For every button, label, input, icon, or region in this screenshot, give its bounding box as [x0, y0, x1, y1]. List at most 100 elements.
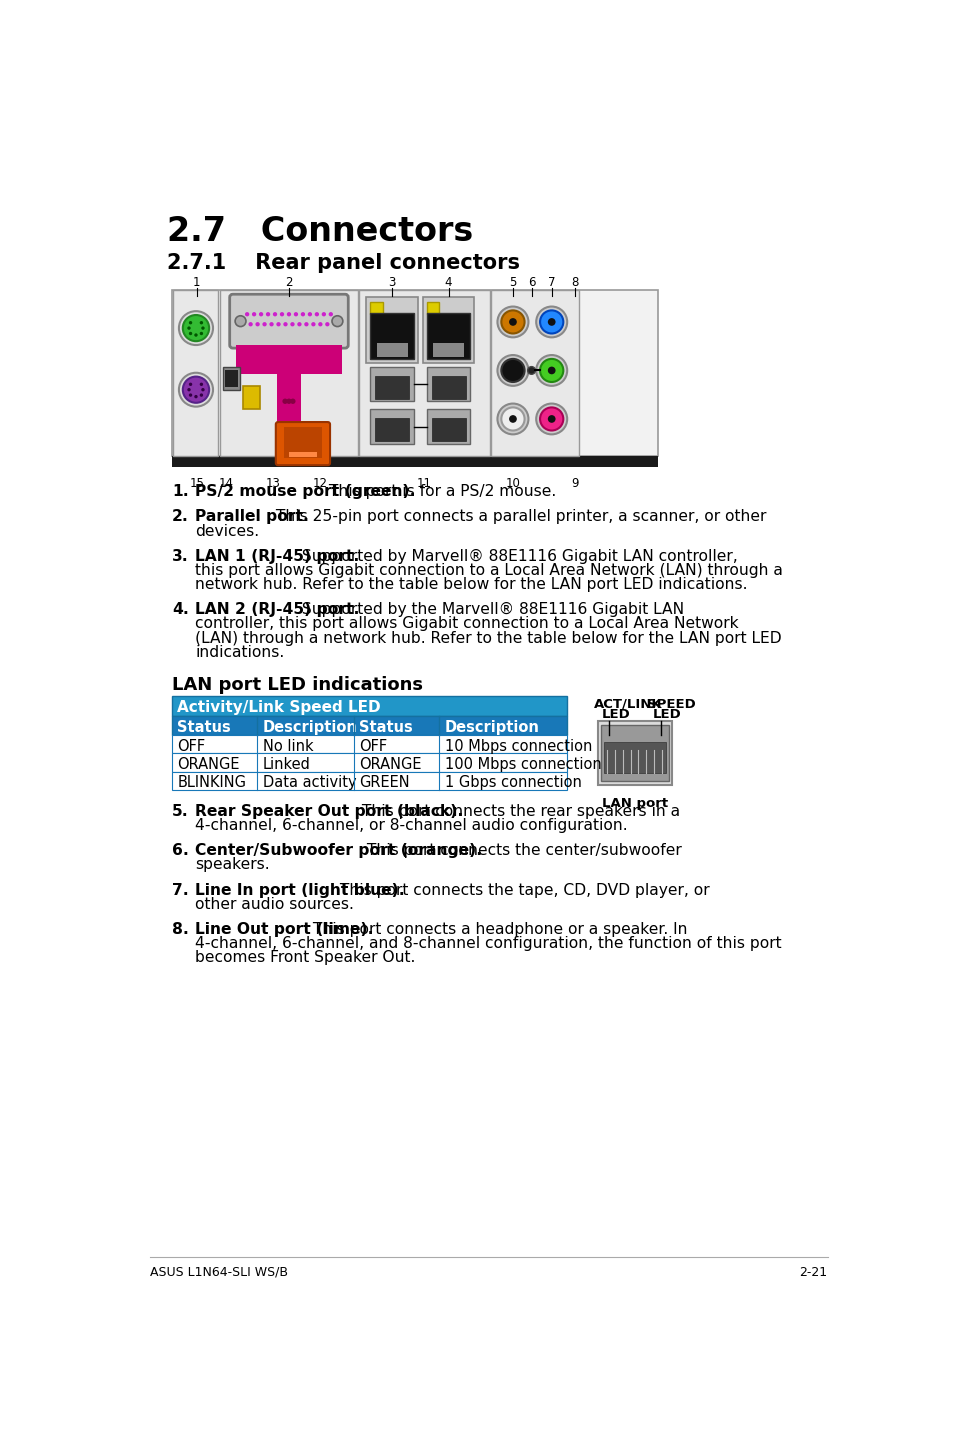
- Text: 10: 10: [505, 477, 519, 490]
- Text: OFF: OFF: [359, 739, 387, 754]
- Text: 5: 5: [509, 276, 517, 289]
- Circle shape: [329, 312, 333, 316]
- Bar: [172, 289, 658, 456]
- Circle shape: [300, 312, 305, 316]
- Text: Linked: Linked: [262, 756, 310, 772]
- Text: Center/Subwoofer port (orange).: Center/Subwoofer port (orange).: [195, 843, 482, 858]
- Bar: [427, 408, 470, 443]
- Text: controller, this port allows Gigabit connection to a Local Area Network: controller, this port allows Gigabit con…: [195, 617, 738, 631]
- Circle shape: [497, 355, 528, 385]
- Circle shape: [547, 318, 555, 326]
- Bar: [433, 342, 464, 357]
- Circle shape: [276, 322, 280, 326]
- Circle shape: [308, 312, 312, 316]
- Circle shape: [286, 398, 292, 404]
- Text: This port connects the tape, CD, DVD player, or: This port connects the tape, CD, DVD pla…: [335, 883, 709, 897]
- Circle shape: [536, 404, 567, 434]
- Circle shape: [187, 388, 191, 391]
- Text: 8.: 8.: [172, 922, 189, 936]
- Text: This port connects the center/subwoofer: This port connects the center/subwoofer: [361, 843, 681, 858]
- Bar: [220, 289, 357, 456]
- Circle shape: [189, 321, 193, 325]
- Bar: [289, 452, 316, 457]
- Circle shape: [509, 367, 517, 374]
- Text: 7: 7: [547, 276, 555, 289]
- Circle shape: [509, 318, 517, 326]
- Text: Line In port (light blue).: Line In port (light blue).: [195, 883, 404, 897]
- Bar: [172, 696, 567, 716]
- Text: Rear Speaker Out port (black).: Rear Speaker Out port (black).: [195, 804, 463, 820]
- Circle shape: [194, 334, 197, 336]
- Text: LED: LED: [601, 709, 630, 722]
- Text: Line Out port (lime).: Line Out port (lime).: [195, 922, 374, 936]
- Bar: [223, 367, 240, 390]
- Circle shape: [279, 312, 284, 316]
- Bar: [598, 720, 671, 785]
- Circle shape: [248, 322, 253, 326]
- Circle shape: [547, 367, 555, 374]
- Text: 1 Gbps connection: 1 Gbps connection: [444, 775, 581, 791]
- Text: PS/2 mouse port (green).: PS/2 mouse port (green).: [195, 485, 416, 499]
- Circle shape: [234, 316, 246, 326]
- Text: 4-channel, 6-channel, or 8-channel audio configuration.: 4-channel, 6-channel, or 8-channel audio…: [195, 818, 627, 833]
- Circle shape: [539, 311, 562, 334]
- Text: 13: 13: [266, 477, 280, 490]
- Bar: [370, 302, 382, 315]
- Text: This port connects a headphone or a speaker. In: This port connects a headphone or a spea…: [308, 922, 687, 936]
- Bar: [431, 375, 465, 398]
- Bar: [366, 298, 417, 362]
- Bar: [375, 375, 409, 398]
- Text: Supported by the Marvell® 88E1116 Gigabit LAN: Supported by the Marvell® 88E1116 Gigabi…: [297, 603, 684, 617]
- Circle shape: [304, 322, 308, 326]
- Circle shape: [269, 322, 274, 326]
- Bar: [370, 367, 414, 401]
- Circle shape: [500, 311, 524, 334]
- Circle shape: [539, 407, 562, 430]
- Bar: [172, 754, 567, 772]
- Text: (LAN) through a network hub. Refer to the table below for the LAN port LED: (LAN) through a network hub. Refer to th…: [195, 631, 781, 646]
- Circle shape: [258, 312, 263, 316]
- Bar: [427, 367, 470, 401]
- Circle shape: [290, 398, 295, 404]
- Circle shape: [199, 394, 203, 397]
- Text: OFF: OFF: [177, 739, 205, 754]
- Text: Description: Description: [262, 720, 357, 735]
- Text: This 25-pin port connects a parallel printer, a scanner, or other: This 25-pin port connects a parallel pri…: [271, 509, 765, 525]
- Text: devices.: devices.: [195, 523, 259, 539]
- Circle shape: [273, 312, 277, 316]
- Circle shape: [183, 377, 209, 403]
- Text: 4: 4: [444, 276, 452, 289]
- Text: 3.: 3.: [172, 549, 189, 564]
- Text: 10 Mbps connection: 10 Mbps connection: [444, 739, 592, 754]
- Circle shape: [252, 312, 256, 316]
- Text: 5.: 5.: [172, 804, 189, 820]
- Text: SPEED: SPEED: [646, 697, 695, 710]
- Text: 2.: 2.: [172, 509, 189, 525]
- Bar: [172, 716, 567, 735]
- Circle shape: [187, 326, 191, 329]
- Text: LED: LED: [653, 709, 681, 722]
- Text: 6.: 6.: [172, 843, 189, 858]
- Circle shape: [536, 306, 567, 338]
- Circle shape: [201, 388, 205, 391]
- Text: 4.: 4.: [172, 603, 189, 617]
- Circle shape: [536, 355, 567, 385]
- Text: 8: 8: [571, 276, 578, 289]
- Circle shape: [318, 322, 322, 326]
- Text: LAN 2 (RJ-45) port.: LAN 2 (RJ-45) port.: [195, 603, 359, 617]
- Text: 1: 1: [193, 276, 200, 289]
- Circle shape: [539, 360, 562, 383]
- Text: speakers.: speakers.: [195, 857, 270, 873]
- Text: 6: 6: [527, 276, 535, 289]
- Circle shape: [497, 306, 528, 338]
- Circle shape: [527, 367, 535, 374]
- Bar: [172, 735, 567, 754]
- Circle shape: [500, 407, 524, 430]
- Circle shape: [311, 322, 315, 326]
- Bar: [491, 289, 578, 456]
- Bar: [172, 772, 567, 789]
- Circle shape: [179, 311, 213, 345]
- Text: 2: 2: [285, 276, 293, 289]
- Circle shape: [262, 322, 267, 326]
- Text: Data activity: Data activity: [262, 775, 355, 791]
